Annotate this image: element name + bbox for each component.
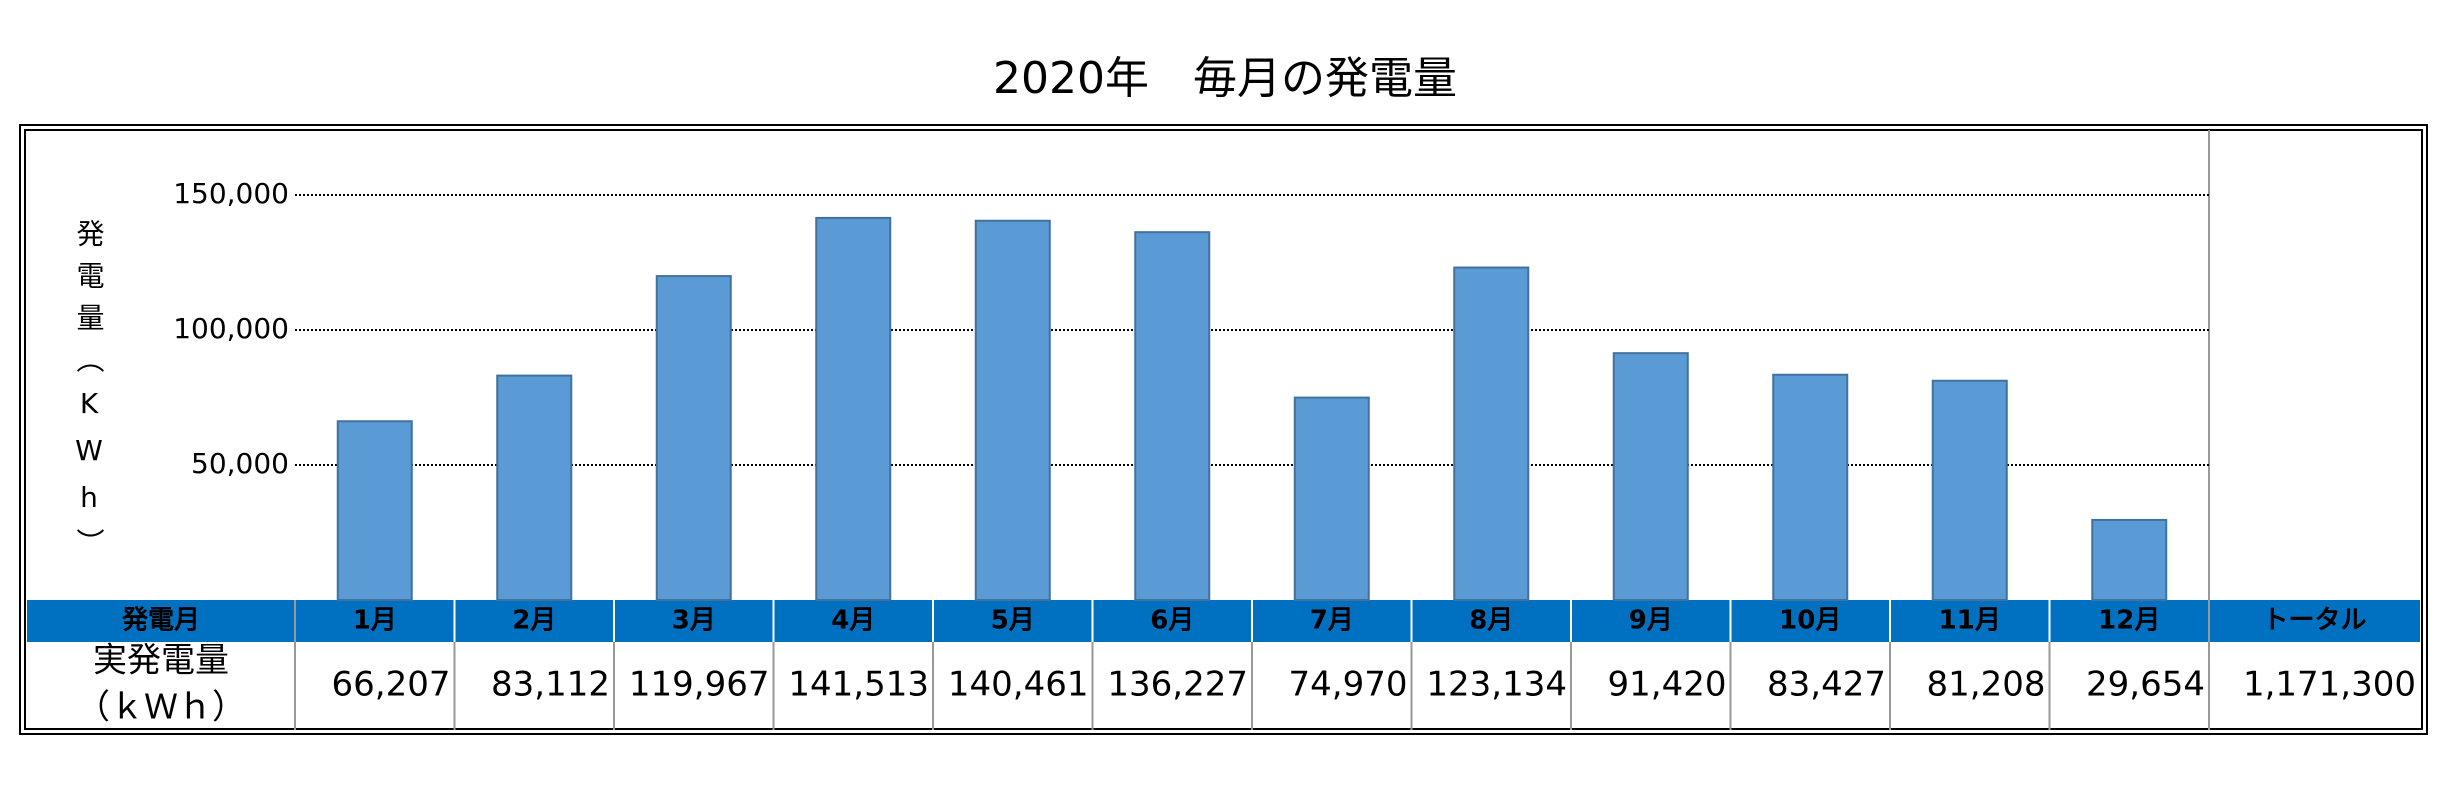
x-tick-label: 4月 xyxy=(831,606,875,636)
bar xyxy=(655,275,732,601)
outer-border xyxy=(19,124,2428,735)
table-corner: 発電月 xyxy=(121,606,200,636)
x-tick-label: 12月 xyxy=(2098,606,2160,636)
bar xyxy=(1612,352,1689,601)
total-value: 1,171,300 xyxy=(2243,665,2416,705)
x-tick-label: 1月 xyxy=(353,606,397,636)
value-label: 83,112 xyxy=(491,665,610,705)
x-tick-label: 9月 xyxy=(1629,606,1673,636)
bar xyxy=(1453,266,1530,601)
value-label: 136,227 xyxy=(1107,665,1248,705)
bar xyxy=(1293,396,1370,601)
value-label: 83,427 xyxy=(1767,665,1886,705)
value-label: 81,208 xyxy=(1927,665,2046,705)
x-tick-label: 11月 xyxy=(1939,606,2001,636)
value-label: 66,207 xyxy=(332,665,451,705)
x-tick-label: 10月 xyxy=(1779,606,1841,636)
row-header: （ｋＷｈ） xyxy=(76,688,246,728)
bar xyxy=(1772,373,1849,601)
value-label: 123,134 xyxy=(1426,665,1567,705)
value-label: 119,967 xyxy=(629,665,770,705)
bar xyxy=(974,219,1051,601)
value-label: 141,513 xyxy=(788,665,929,705)
y-axis-label: 発電量（KWh） xyxy=(73,219,106,570)
value-label: 91,420 xyxy=(1608,665,1727,705)
bar xyxy=(1134,231,1211,601)
chart-title: 2020年 毎月の発電量 xyxy=(993,53,1457,104)
bar xyxy=(496,374,573,601)
bar xyxy=(815,216,892,602)
value-label: 74,970 xyxy=(1289,665,1408,705)
value-label: 140,461 xyxy=(948,665,1089,705)
value-label: 29,654 xyxy=(2086,665,2205,705)
x-tick-label: 3月 xyxy=(672,606,716,636)
bar xyxy=(1931,379,2008,601)
y-tick-label: 50,000 xyxy=(191,447,289,480)
x-tick-label: 8月 xyxy=(1469,606,1513,636)
row-header: 実発電量 xyxy=(93,641,229,681)
x-tick-label: 2月 xyxy=(512,606,556,636)
x-tick-label: 7月 xyxy=(1310,606,1354,636)
x-tick-label: 6月 xyxy=(1150,606,1194,636)
bar xyxy=(336,420,413,601)
inner-border xyxy=(24,129,2423,730)
x-tick-label: 5月 xyxy=(991,606,1035,636)
total-header: トータル xyxy=(2262,606,2366,636)
y-tick-label: 100,000 xyxy=(173,312,289,345)
bar xyxy=(2091,518,2168,602)
y-tick-label: 150,000 xyxy=(173,177,289,210)
table-header-bg xyxy=(27,600,2420,642)
